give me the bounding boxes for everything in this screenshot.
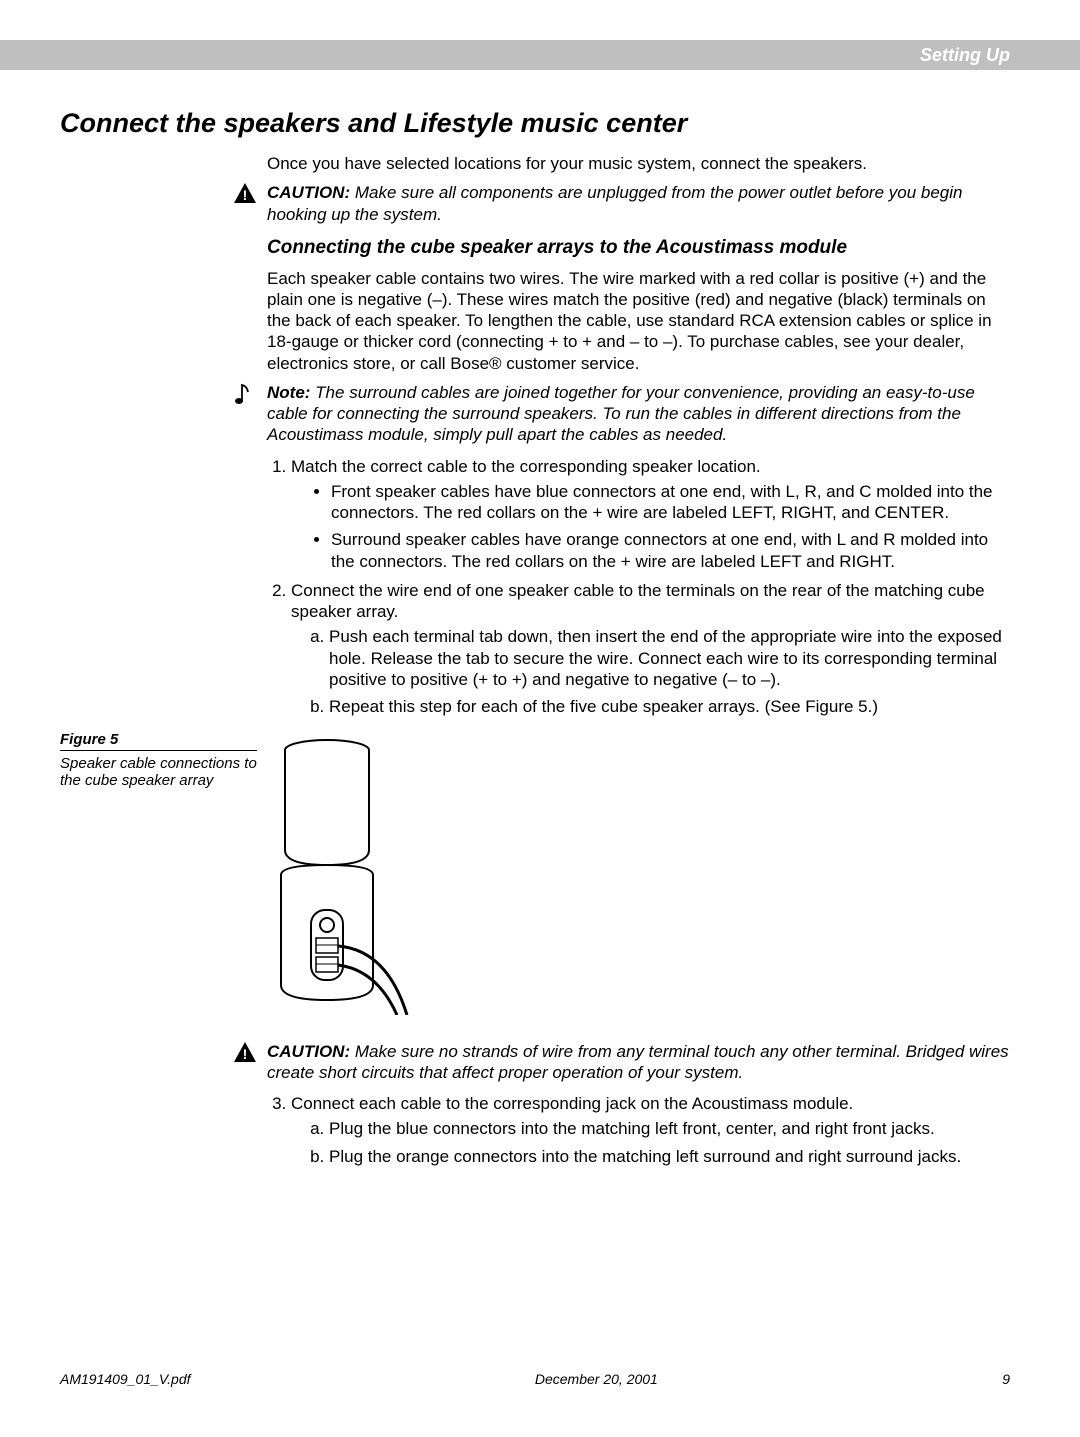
page-title: Connect the speakers and Lifestyle music… [60,108,1010,139]
steps-list: Match the correct cable to the correspon… [267,456,1010,718]
caution-block: ! CAUTION: Make sure all components are … [267,182,1010,225]
caution-label-2: CAUTION: [267,1042,350,1061]
warning-icon: ! [233,182,257,209]
step-2b: Repeat this step for each of the five cu… [329,696,1010,717]
note-block: Note: The surround cables are joined tog… [267,382,1010,446]
caution-body: Make sure all components are unplugged f… [267,183,962,223]
speaker-diagram [267,735,1010,1020]
step-3a: Plug the blue connectors into the matchi… [329,1118,1010,1139]
figure-number: Figure 5 [60,731,257,751]
steps-list-2: Connect each cable to the corresponding … [267,1093,1010,1167]
warning-icon: ! [233,1041,257,1068]
subheading: Connecting the cube speaker arrays to th… [267,237,1010,260]
caution-text-2: CAUTION: Make sure no strands of wire fr… [267,1041,1010,1084]
caution-block-2: ! CAUTION: Make sure no strands of wire … [267,1041,1010,1084]
note-text: Note: The surround cables are joined tog… [267,382,1010,446]
step-1-bullet-a: Front speaker cables have blue connector… [331,481,1010,524]
footer-date: December 20, 2001 [535,1371,658,1387]
header-band: Setting Up [0,40,1080,70]
svg-text:!: ! [243,1046,248,1062]
step-3b: Plug the orange connectors into the matc… [329,1146,1010,1167]
music-note-icon [233,382,257,411]
footer-filename: AM191409_01_V.pdf [60,1371,191,1387]
caution-text: CAUTION: Make sure all components are un… [267,182,1010,225]
intro-para: Once you have selected locations for you… [267,153,1010,174]
page: Setting Up Connect the speakers and Life… [0,40,1080,1437]
body-col: Once you have selected locations for you… [267,153,1010,182]
step-1: Match the correct cable to the correspon… [291,456,1010,572]
svg-text:!: ! [243,187,248,203]
step-1-bullet-b: Surround speaker cables have orange conn… [331,529,1010,572]
figure-caption: Speaker cable connections to the cube sp… [60,755,257,789]
content: Connect the speakers and Lifestyle music… [0,108,1080,1175]
note-body: The surround cables are joined together … [267,383,975,445]
step-2: Connect the wire end of one speaker cabl… [291,580,1010,718]
step-3: Connect each cable to the corresponding … [291,1093,1010,1167]
figure-label-col: Figure 5 Speaker cable connections to th… [60,731,267,1175]
caution-body-2: Make sure no strands of wire from any te… [267,1042,1009,1082]
footer-page-number: 9 [1002,1371,1010,1387]
note-label: Note: [267,383,310,402]
left-margin-col [60,153,267,182]
step-2a: Push each terminal tab down, then insert… [329,626,1010,690]
caution-label: CAUTION: [267,183,350,202]
section-label: Setting Up [920,45,1010,66]
para-1: Each speaker cable contains two wires. T… [267,268,1010,374]
footer: AM191409_01_V.pdf December 20, 2001 9 [60,1371,1010,1387]
